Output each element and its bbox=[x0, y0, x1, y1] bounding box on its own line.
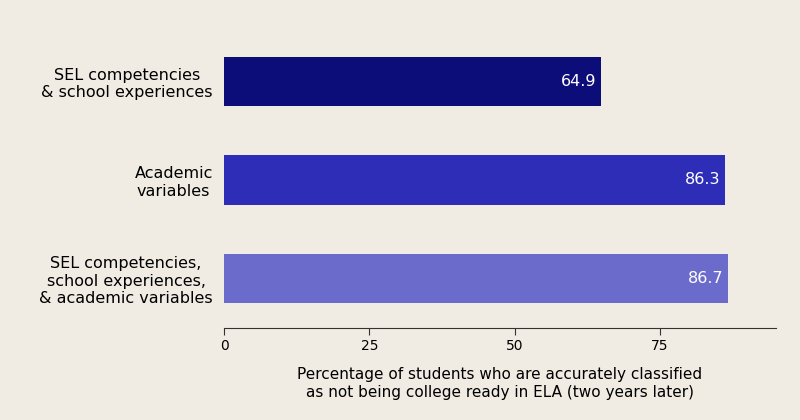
Bar bbox=[224, 57, 601, 106]
Text: 86.7: 86.7 bbox=[687, 271, 723, 286]
Bar bbox=[224, 254, 728, 303]
Text: 64.9: 64.9 bbox=[561, 74, 597, 89]
Bar bbox=[224, 155, 726, 205]
X-axis label: Percentage of students who are accurately classified
as not being college ready : Percentage of students who are accuratel… bbox=[298, 368, 702, 400]
Text: 86.3: 86.3 bbox=[686, 173, 721, 187]
